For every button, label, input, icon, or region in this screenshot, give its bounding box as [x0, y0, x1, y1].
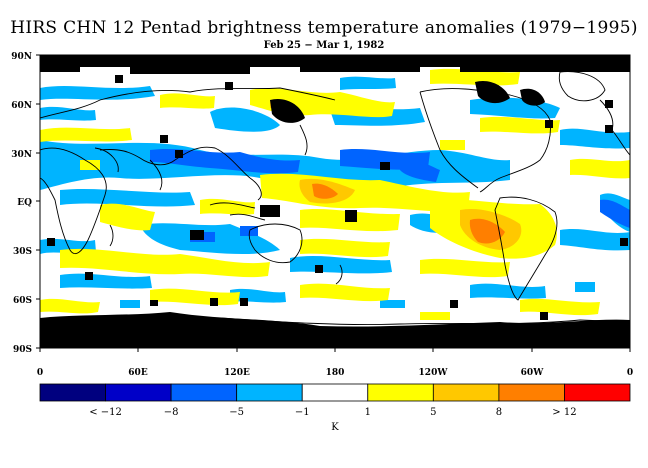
legend-swatch-2: [170, 383, 238, 402]
legend-label-7: > 12: [552, 407, 576, 418]
legend-label-0: < −12: [89, 407, 122, 418]
map-plot-area: [40, 55, 630, 348]
legend-label-4: 1: [365, 407, 371, 418]
legend-swatch-0: [39, 383, 106, 402]
legend-swatch-6: [432, 383, 500, 402]
lat-label-60n: 60N: [11, 101, 32, 111]
lon-label-60e: 60E: [128, 368, 148, 378]
lat-label-30n: 30N: [11, 150, 32, 160]
lat-label-90n: 90N: [11, 52, 32, 62]
lat-label-90s: 90S: [13, 345, 32, 355]
legend-swatch-8: [564, 383, 631, 402]
lon-label-0-east: 0: [627, 368, 633, 378]
lon-label-180: 180: [326, 368, 345, 378]
legend-swatch-4: [301, 383, 369, 402]
lat-label-60s: 60S: [13, 296, 32, 306]
lon-label-120e: 120E: [224, 368, 250, 378]
latitude-axis: 90N 60N 30N EQ 30S 60S 90S: [11, 52, 40, 355]
color-legend: < −12 −8 −5 −1 1 5 8 > 12: [39, 383, 631, 418]
no-data-regions: [40, 55, 630, 348]
very-strong-warm-anomaly-patches: [312, 183, 505, 244]
legend-label-3: −1: [295, 407, 310, 418]
legend-label-5: 5: [430, 407, 436, 418]
lat-label-eq: EQ: [17, 198, 32, 208]
legend-label-2: −5: [229, 407, 244, 418]
legend-swatch-3: [236, 383, 303, 402]
coastlines: [40, 71, 630, 325]
lon-label-0: 0: [37, 368, 43, 378]
legend-label-6: 8: [496, 407, 502, 418]
legend-swatch-1: [105, 383, 172, 402]
lon-label-120w: 120W: [419, 368, 449, 378]
map-subtitle: Feb 25 − Mar 1, 1982: [263, 40, 385, 51]
legend-label-1: −8: [164, 407, 179, 418]
legend-unit: K: [331, 422, 339, 433]
longitude-axis: 0 60E 120E 180 120W 60W 0: [37, 348, 633, 378]
lat-label-30s: 30S: [13, 247, 32, 257]
deep-cold-anomaly-patches: [150, 148, 630, 242]
lon-label-60w: 60W: [521, 368, 545, 378]
map-title: HIRS CHN 12 Pentad brightness temperatur…: [10, 18, 638, 38]
legend-swatch-5: [367, 383, 434, 402]
legend-swatch-7: [498, 383, 565, 402]
